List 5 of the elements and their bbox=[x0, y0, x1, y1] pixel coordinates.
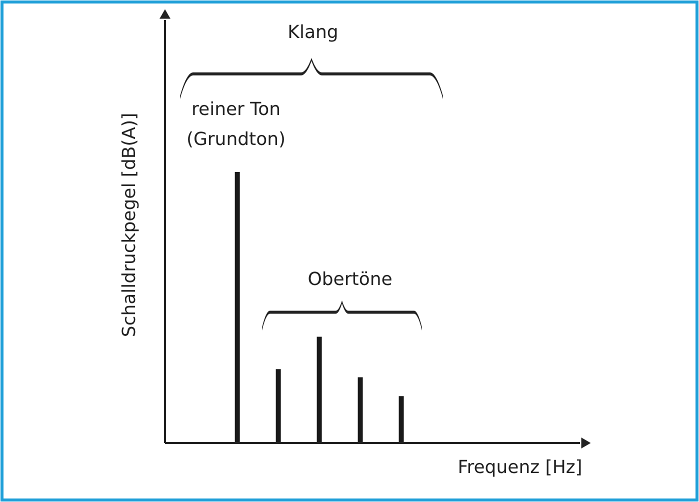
x-axis-title: Frequenz [Hz] bbox=[458, 457, 582, 478]
text: Klang bbox=[288, 22, 338, 43]
text: reiner Ton (Grundton) bbox=[186, 99, 286, 150]
annotation: Obertöne bbox=[308, 269, 392, 290]
y-axis-title: Schalldruckpegel [dB(A)] bbox=[119, 112, 140, 338]
